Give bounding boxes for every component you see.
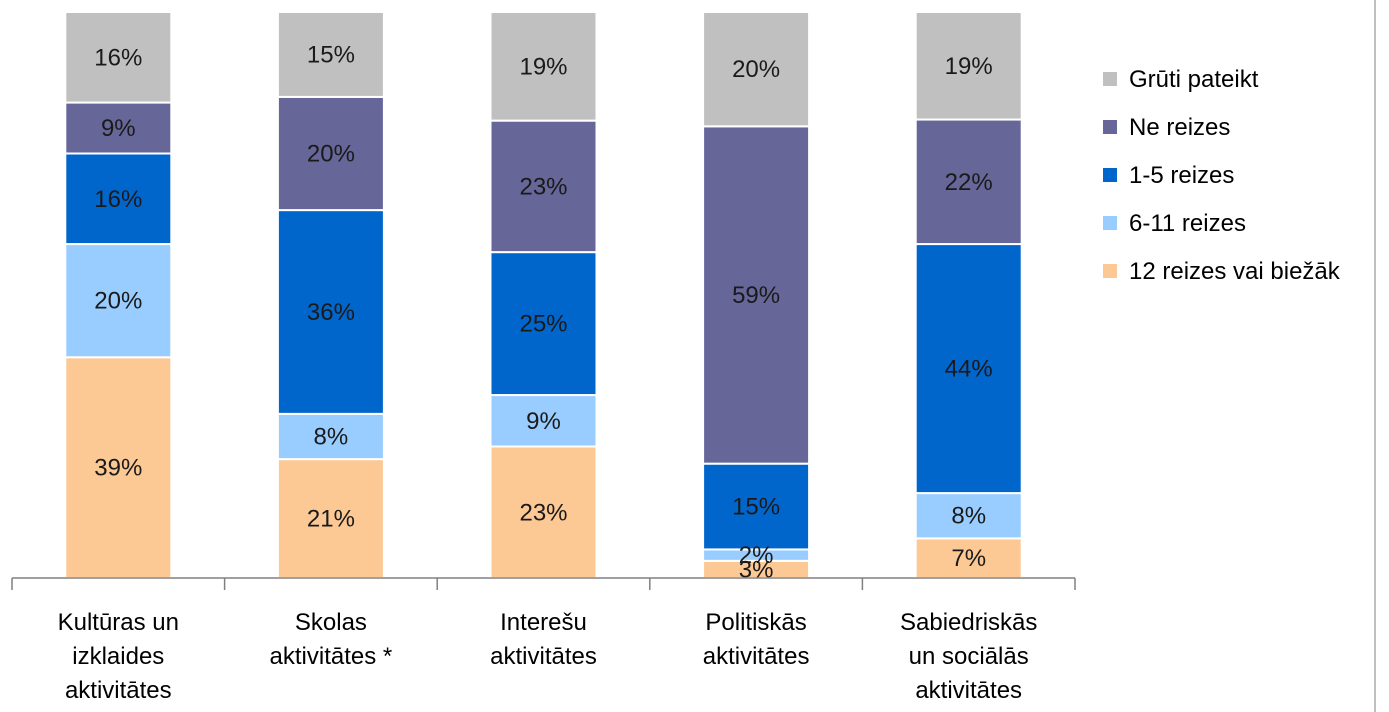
data-label: 16% (94, 186, 142, 213)
bar-segment (702, 125, 811, 465)
legend: Grūti pateikt Ne reizes 1-5 reizes 6-11 rei… (1103, 66, 1341, 285)
bar-segment (276, 412, 385, 461)
data-label: 59% (732, 282, 780, 309)
data-label: 20% (732, 56, 780, 83)
legend-label: 12 reizes vai biežāk (1129, 258, 1341, 285)
category-label: Kultūras un (58, 609, 179, 636)
data-label: 19% (519, 53, 567, 80)
legend-swatch (1103, 264, 1117, 278)
data-labels-group: 39% 20% 16% 9% 16% 21% 8% 36% 20% 15% 23% 9% 25% 23% 1… (94, 41, 992, 583)
bar-segment (64, 11, 173, 104)
bar-segment (914, 492, 1023, 540)
category-label: un sociālās (909, 643, 1029, 670)
category-label: Interešu (500, 609, 587, 636)
data-label: 21% (307, 506, 355, 533)
bar-segment (64, 243, 173, 359)
category-label: aktivitātes * (270, 643, 393, 670)
bar-segment (489, 394, 598, 448)
data-label: 44% (945, 356, 993, 383)
bar-segment (489, 251, 598, 397)
legend-label: Grūti pateikt (1129, 66, 1259, 93)
data-label: 23% (519, 173, 567, 200)
bar-segment (276, 11, 385, 98)
category-label: Sabiedriskās (900, 609, 1037, 636)
bar-segment (489, 445, 598, 580)
data-label: 8% (951, 503, 986, 530)
bar-segment (64, 356, 173, 580)
legend-label: 6-11 reizes (1129, 210, 1246, 237)
data-label: 8% (314, 424, 349, 451)
legend-swatch (1103, 72, 1117, 86)
data-label: 15% (732, 494, 780, 521)
data-label: 16% (94, 44, 142, 71)
category-label: aktivitātes (703, 643, 810, 670)
data-label: 7% (951, 545, 986, 572)
bar-segment (914, 118, 1023, 246)
category-label: aktivitātes (65, 677, 172, 704)
data-label: 19% (945, 53, 993, 80)
category-label: izklaides (72, 643, 164, 670)
legend-label: Ne reizes (1129, 114, 1230, 141)
data-label: 20% (307, 141, 355, 168)
bar-segment (276, 95, 385, 212)
bar-segment (702, 462, 811, 551)
bar-segment (489, 11, 598, 122)
bar-segment (276, 458, 385, 580)
legend-label: 1-5 reizes (1129, 162, 1234, 189)
data-label: 23% (519, 499, 567, 526)
data-label: 2% (739, 542, 774, 569)
bar-segment (914, 537, 1023, 580)
bar-segment (64, 101, 173, 155)
data-label: 9% (526, 408, 561, 435)
data-label: 36% (307, 299, 355, 326)
category-label: aktivitātes (490, 643, 597, 670)
bar-segment (276, 209, 385, 415)
plot-area-border (1374, 0, 1376, 712)
category-labels-group: Kultūras un izklaides aktivitātes Skolas akt… (58, 609, 1038, 704)
legend-swatch (1103, 168, 1117, 182)
data-label: 15% (307, 41, 355, 68)
data-label: 3% (739, 556, 774, 583)
category-label: Politiskās (705, 609, 806, 636)
legend-swatch (1103, 120, 1117, 134)
bar-segment (702, 11, 811, 128)
category-label: aktivitātes (915, 677, 1022, 704)
data-label: 20% (94, 288, 142, 315)
bar-segment (914, 243, 1023, 495)
bar-segment (914, 11, 1023, 121)
legend-swatch (1103, 216, 1117, 230)
data-label: 9% (101, 115, 136, 142)
category-label: Skolas (295, 609, 367, 636)
data-label: 25% (519, 311, 567, 338)
data-label: 22% (945, 169, 993, 196)
x-axis (11, 577, 1076, 590)
data-label: 39% (94, 455, 142, 482)
bars-group (64, 11, 1023, 580)
